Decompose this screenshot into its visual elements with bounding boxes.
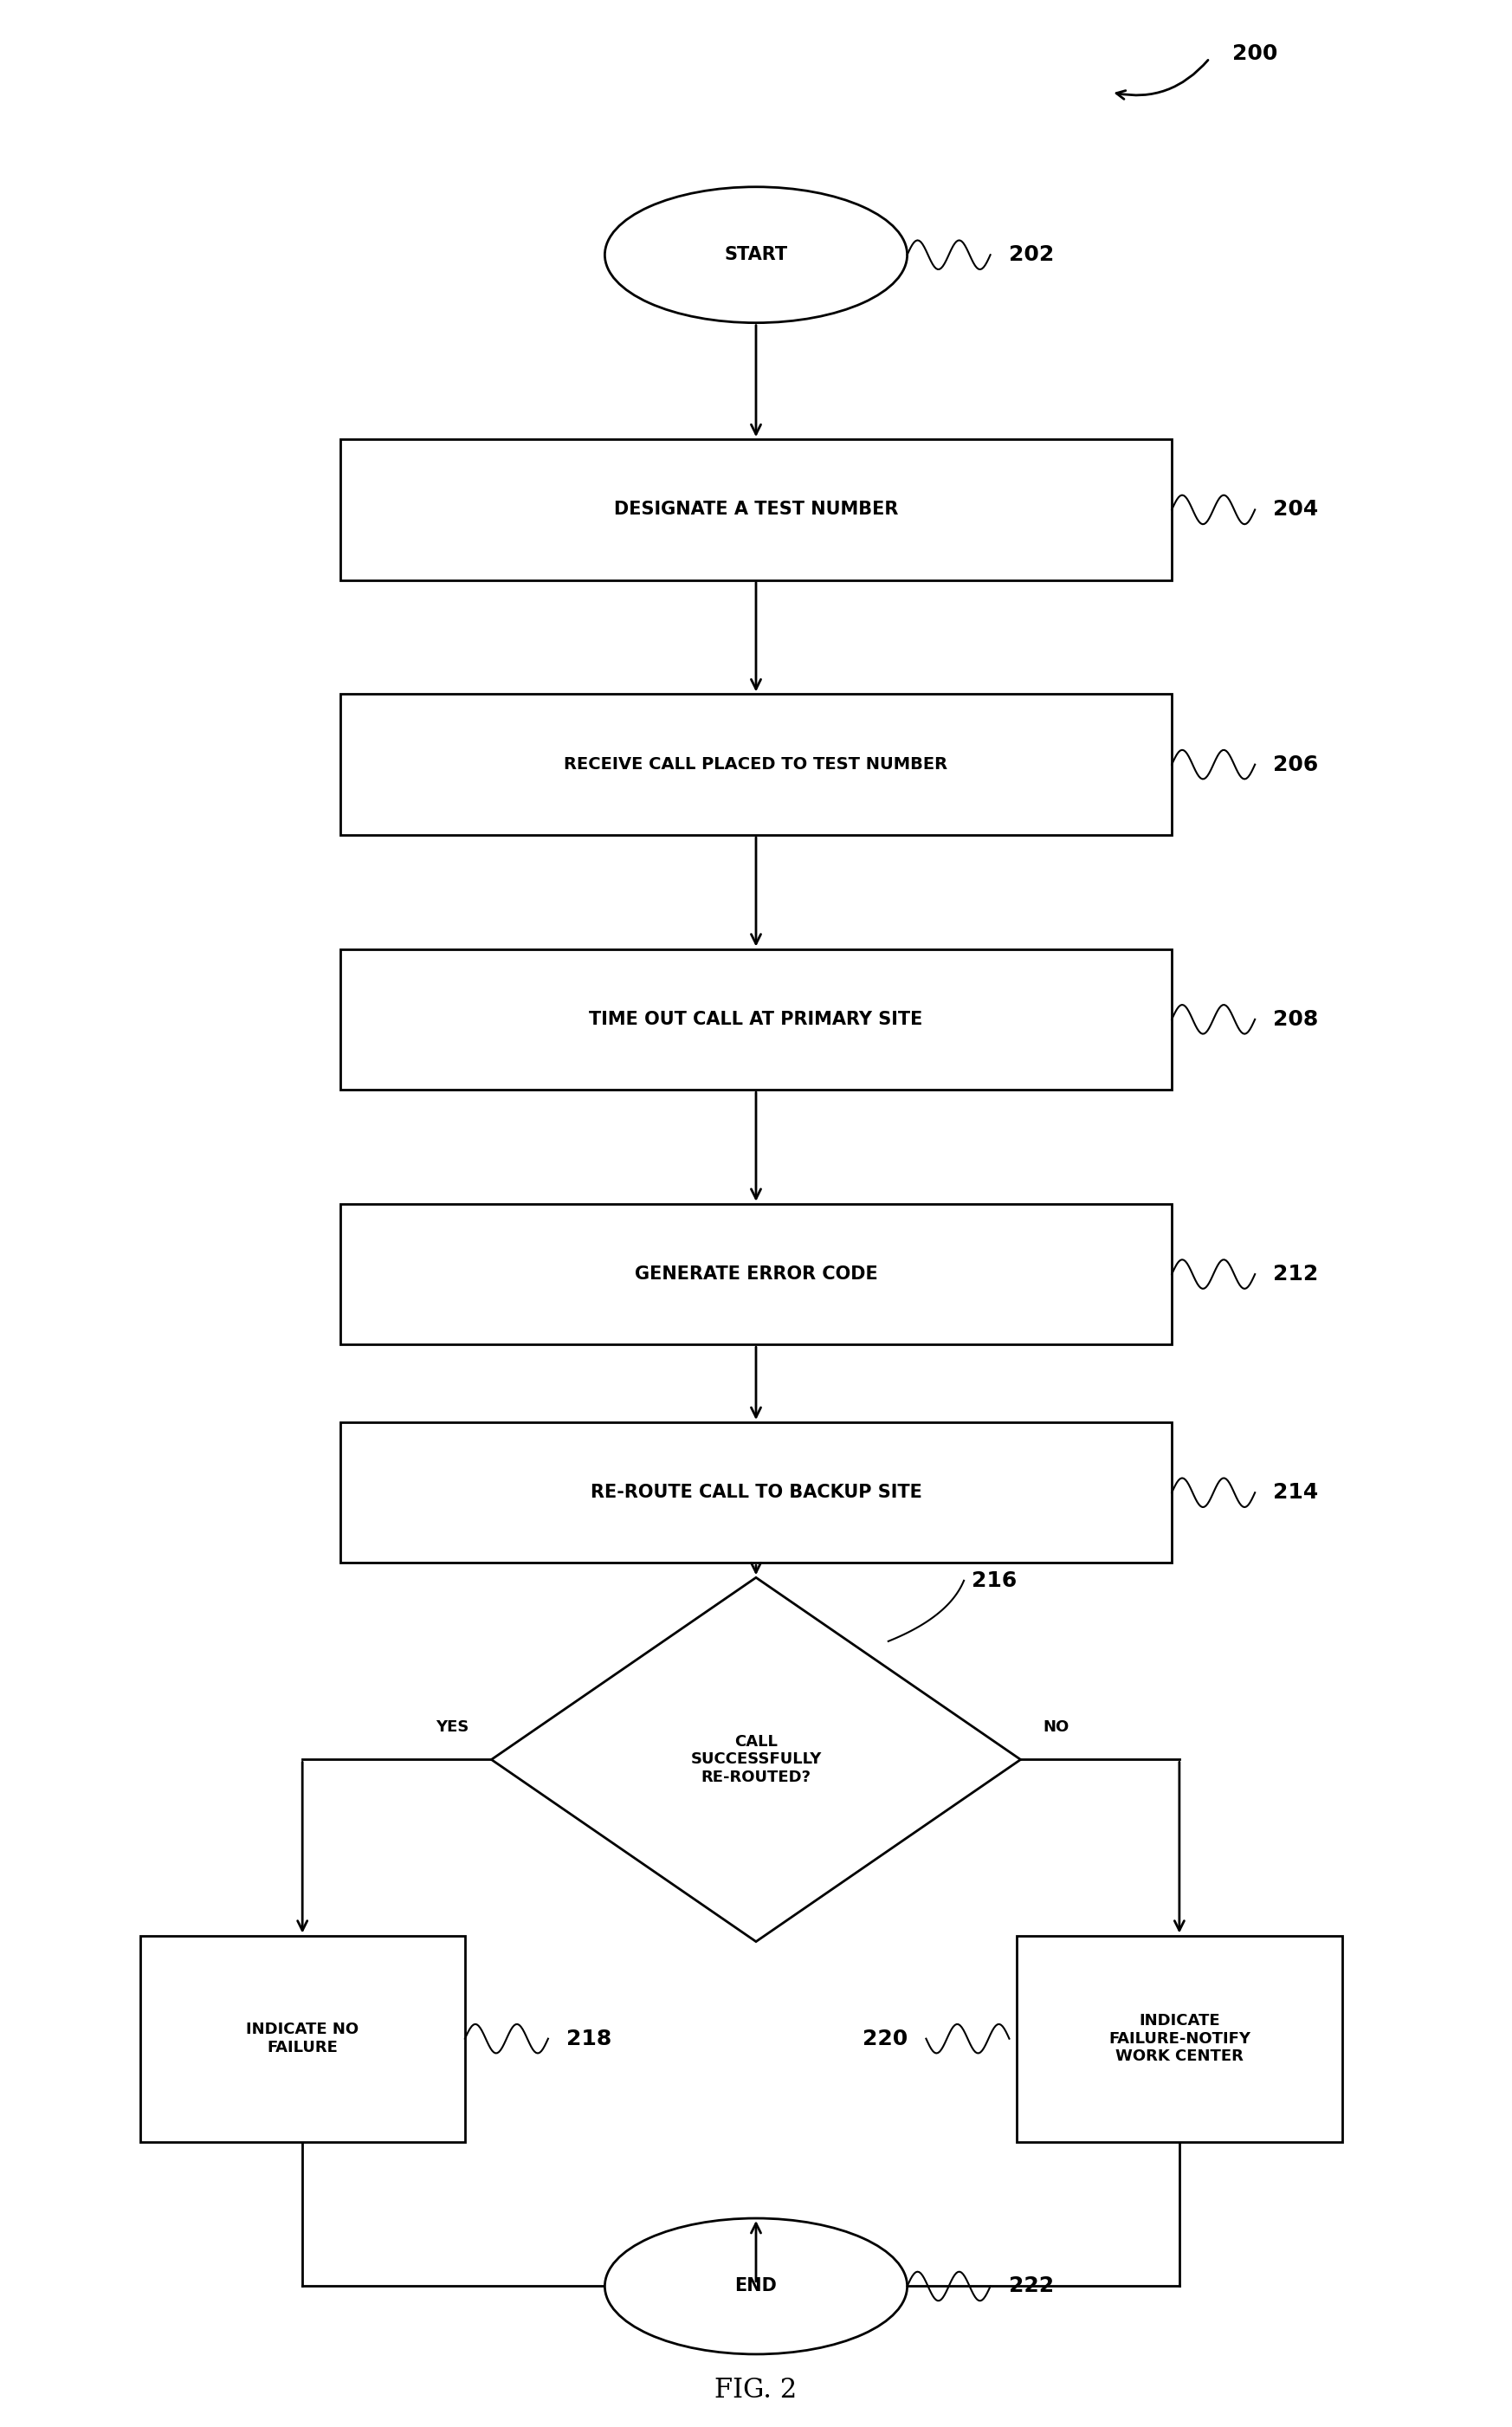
- Text: 204: 204: [1273, 500, 1318, 519]
- Text: 202: 202: [1009, 245, 1054, 265]
- Ellipse shape: [605, 2218, 907, 2354]
- Text: 208: 208: [1273, 1010, 1318, 1029]
- Bar: [1016, 1937, 1343, 2143]
- Text: YES: YES: [435, 1721, 469, 1735]
- Text: 218: 218: [565, 2029, 611, 2048]
- Text: 214: 214: [1273, 1483, 1318, 1502]
- Text: 222: 222: [1009, 2277, 1054, 2296]
- Text: NO: NO: [1043, 1721, 1069, 1735]
- Text: 206: 206: [1273, 755, 1318, 774]
- Text: RE-ROUTE CALL TO BACKUP SITE: RE-ROUTE CALL TO BACKUP SITE: [590, 1483, 922, 1502]
- Ellipse shape: [605, 187, 907, 323]
- Text: CALL
SUCCESSFULLY
RE-ROUTED?: CALL SUCCESSFULLY RE-ROUTED?: [691, 1733, 821, 1786]
- Text: 216: 216: [972, 1570, 1016, 1592]
- Bar: [340, 949, 1172, 1090]
- Text: FIG. 2: FIG. 2: [715, 2376, 797, 2405]
- Bar: [340, 439, 1172, 580]
- Bar: [340, 1204, 1172, 1345]
- Text: 212: 212: [1273, 1264, 1318, 1284]
- Polygon shape: [491, 1578, 1021, 1942]
- Text: START: START: [724, 245, 788, 265]
- Text: 220: 220: [863, 2029, 907, 2048]
- Text: RECEIVE CALL PLACED TO TEST NUMBER: RECEIVE CALL PLACED TO TEST NUMBER: [564, 757, 948, 772]
- Bar: [340, 694, 1172, 835]
- Text: END: END: [735, 2277, 777, 2296]
- Bar: [141, 1937, 466, 2143]
- Text: INDICATE NO
FAILURE: INDICATE NO FAILURE: [246, 2022, 358, 2056]
- Text: 200: 200: [1232, 44, 1278, 63]
- Text: TIME OUT CALL AT PRIMARY SITE: TIME OUT CALL AT PRIMARY SITE: [590, 1010, 922, 1029]
- Text: DESIGNATE A TEST NUMBER: DESIGNATE A TEST NUMBER: [614, 500, 898, 519]
- Text: GENERATE ERROR CODE: GENERATE ERROR CODE: [635, 1264, 877, 1284]
- Text: INDICATE
FAILURE-NOTIFY
WORK CENTER: INDICATE FAILURE-NOTIFY WORK CENTER: [1108, 2012, 1250, 2065]
- Bar: [340, 1422, 1172, 1563]
